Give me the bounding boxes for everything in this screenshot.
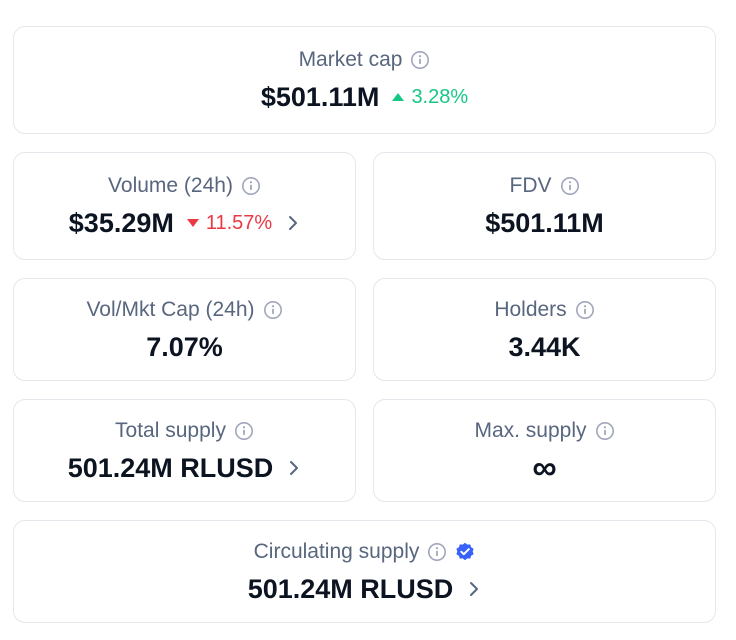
chevron-right-icon[interactable]: [467, 579, 481, 599]
fdv-value: $501.11M: [485, 208, 604, 238]
volume-24h-card[interactable]: Volume (24h) $35.29M 11.57%: [13, 152, 356, 260]
market-cap-change: 3.28%: [391, 81, 468, 113]
market-cap-value-row: $501.11M 3.28%: [261, 81, 468, 113]
market-cap-label-row: Market cap: [299, 47, 431, 73]
fdv-value-row: $501.11M: [485, 207, 604, 239]
info-icon[interactable]: [575, 300, 595, 320]
vol-mkt-cap-label: Vol/Mkt Cap (24h): [86, 297, 255, 321]
vol-mkt-cap-card: Vol/Mkt Cap (24h) 7.07%: [13, 278, 356, 381]
vol-mkt-cap-value-row: 7.07%: [146, 331, 223, 363]
holders-value: 3.44K: [508, 331, 581, 362]
max-supply-label: Max. supply: [474, 418, 587, 442]
holders-card: Holders 3.44K: [373, 278, 716, 381]
info-icon[interactable]: [263, 300, 283, 320]
holders-label: Holders: [494, 297, 567, 321]
volume-24h-value-row: $35.29M 11.57%: [69, 207, 300, 239]
info-icon[interactable]: [241, 176, 261, 196]
max-supply-value: ∞: [532, 448, 557, 487]
holders-value-row: 3.44K: [508, 331, 580, 363]
volume-24h-change-value: 11.57%: [205, 212, 273, 234]
circulating-supply-label: Circulating supply: [253, 539, 420, 563]
volume-24h-change: 11.57%: [186, 207, 272, 239]
total-supply-label-row: Total supply: [115, 418, 254, 444]
info-icon[interactable]: [234, 421, 254, 441]
info-icon[interactable]: [595, 421, 615, 441]
circulating-supply-label-row: Circulating supply: [254, 539, 476, 565]
market-cap-value: $501.11M: [260, 82, 380, 112]
fdv-label-row: FDV: [510, 173, 580, 199]
caret-down-icon: [186, 218, 200, 228]
caret-up-icon: [391, 92, 405, 102]
info-icon[interactable]: [427, 542, 447, 562]
circulating-supply-value-row: 501.24M RLUSD: [248, 573, 482, 605]
vol-mkt-cap-value: 7.07%: [146, 331, 223, 362]
total-supply-label: Total supply: [115, 418, 226, 442]
volume-24h-value: $35.29M: [68, 208, 174, 238]
market-cap-label: Market cap: [298, 48, 403, 71]
circulating-supply-value: 501.24M RLUSD: [247, 573, 454, 604]
volume-24h-label-row: Volume (24h): [108, 173, 261, 199]
volume-24h-label: Volume (24h): [108, 174, 233, 197]
fdv-card: FDV $501.11M: [373, 152, 716, 260]
total-supply-card[interactable]: Total supply 501.24M RLUSD: [13, 399, 356, 502]
total-supply-value-row: 501.24M RLUSD: [68, 452, 302, 484]
total-supply-value: 501.24M RLUSD: [67, 452, 274, 483]
fdv-label: FDV: [509, 174, 552, 197]
holders-label-row: Holders: [494, 297, 594, 323]
verified-badge-icon[interactable]: [455, 542, 475, 562]
chevron-right-icon[interactable]: [286, 213, 300, 233]
circulating-supply-card[interactable]: Circulating supply 501.24M RLUSD: [13, 520, 716, 623]
max-supply-label-row: Max. supply: [474, 418, 614, 444]
chevron-right-icon[interactable]: [287, 458, 301, 478]
max-supply-value-row: ∞: [532, 448, 557, 487]
info-icon[interactable]: [560, 176, 580, 196]
market-cap-change-value: 3.28%: [411, 86, 469, 108]
market-cap-card: Market cap $501.11M 3.28%: [13, 26, 716, 134]
info-icon[interactable]: [410, 50, 430, 70]
vol-mkt-cap-label-row: Vol/Mkt Cap (24h): [86, 297, 282, 323]
max-supply-card: Max. supply ∞: [373, 399, 716, 502]
